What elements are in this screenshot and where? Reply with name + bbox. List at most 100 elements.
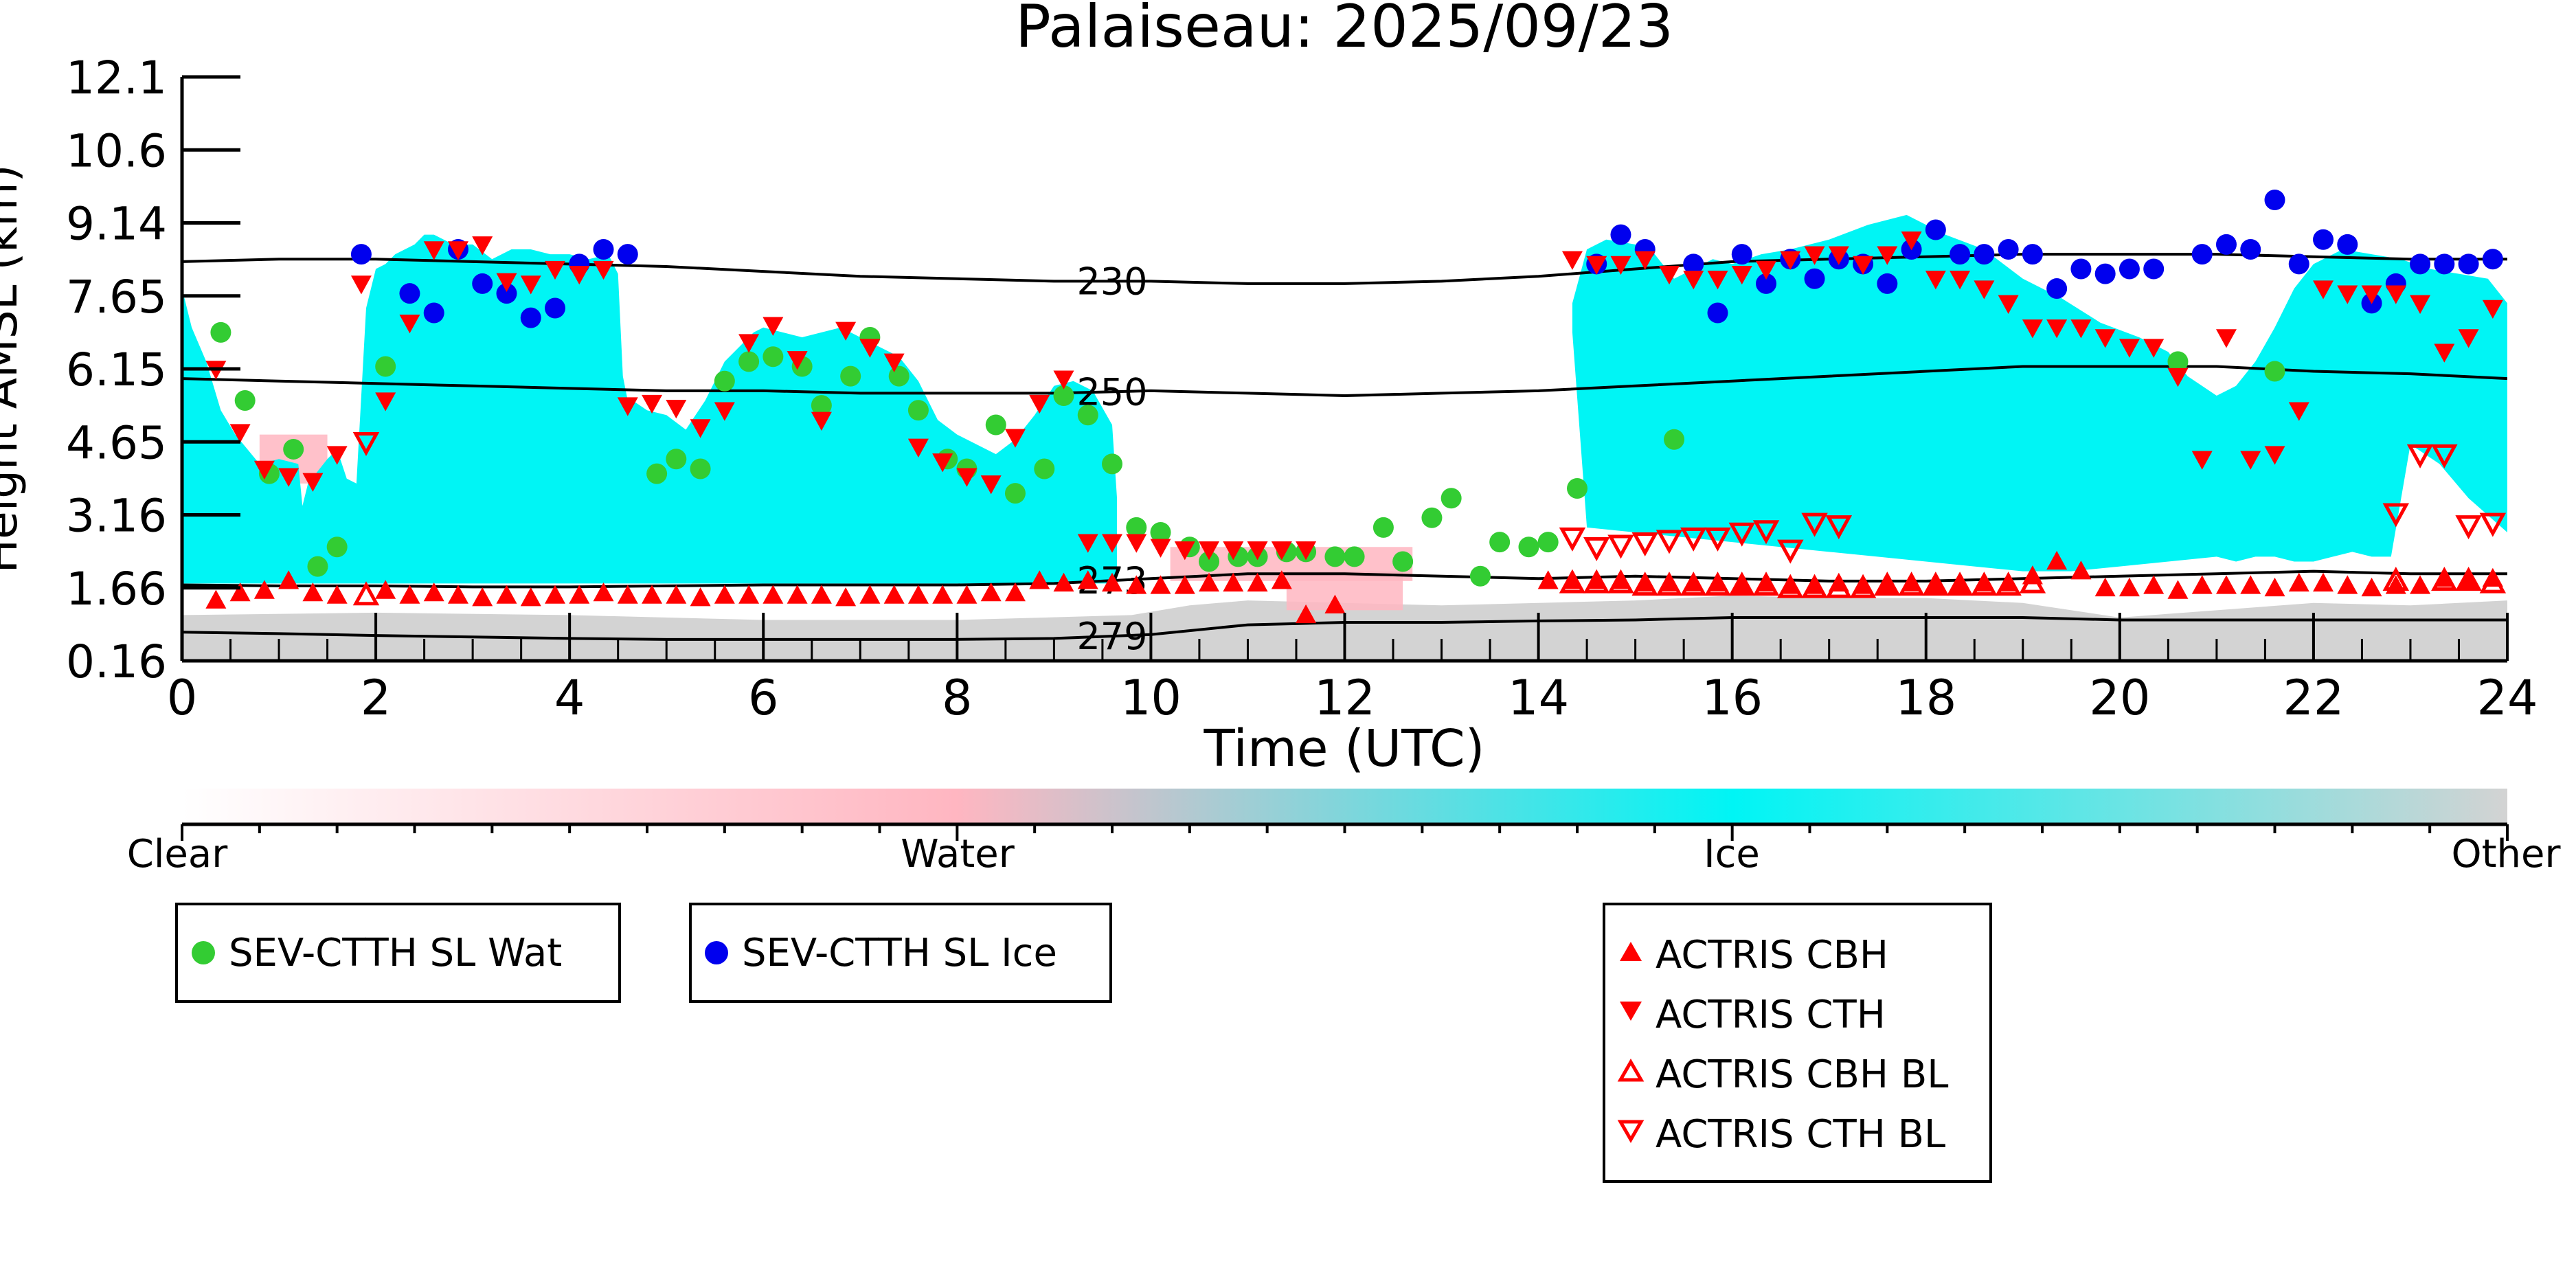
contour-line — [182, 569, 2507, 589]
marker-point — [1998, 239, 2019, 260]
marker-point — [1559, 527, 1586, 552]
marker-point — [1126, 534, 1147, 553]
marker-point — [1053, 370, 1074, 389]
marker-point — [1874, 572, 1901, 596]
marker-point — [2022, 244, 2043, 265]
marker-point — [1029, 570, 1050, 589]
marker-point — [2240, 575, 2261, 594]
marker-point — [545, 260, 566, 280]
marker-point — [642, 394, 663, 414]
marker-point — [2119, 258, 2140, 280]
marker-point — [205, 589, 227, 609]
marker-point — [907, 438, 929, 457]
marker-point — [350, 244, 372, 265]
marker-point — [1877, 575, 1898, 594]
marker-point — [253, 460, 275, 480]
marker-point — [399, 283, 420, 304]
marker-point — [2191, 451, 2213, 470]
marker-point — [352, 581, 380, 606]
marker-point — [907, 400, 929, 421]
marker-point — [1053, 385, 1074, 406]
marker-point — [1607, 534, 1634, 559]
marker-point — [859, 585, 881, 604]
ice-region — [1572, 214, 2507, 572]
marker-point — [1704, 572, 1731, 596]
marker-point — [1247, 541, 1268, 561]
marker-point — [1680, 527, 1707, 552]
marker-point — [642, 585, 663, 604]
legend-box — [1603, 903, 1992, 1183]
marker-point — [2434, 253, 2455, 275]
marker-point — [762, 346, 784, 368]
marker-point — [496, 273, 517, 292]
marker-point — [1421, 507, 1443, 528]
marker-point — [1998, 295, 2019, 314]
marker-point — [1324, 594, 1346, 613]
marker-point — [1950, 244, 1971, 265]
temperature-contours: 230250273279 — [182, 253, 2507, 658]
marker-point — [646, 463, 668, 484]
marker-point — [1077, 405, 1098, 426]
marker-point — [545, 585, 566, 604]
x-tick-label: 0 — [167, 670, 198, 726]
marker-point — [1150, 575, 1171, 594]
marker-point — [1199, 572, 1220, 592]
marker-point — [375, 392, 396, 411]
legend-marker-cbh-bl — [1617, 1058, 1645, 1082]
marker-point — [835, 587, 857, 607]
marker-point — [1974, 280, 1995, 300]
marker-point — [1126, 517, 1147, 538]
marker-point — [229, 582, 251, 602]
marker-point — [326, 585, 348, 604]
marker-point — [1102, 572, 1122, 592]
marker-point — [1950, 575, 1971, 594]
marker-point — [1801, 512, 1828, 537]
contour-line — [182, 365, 2507, 397]
marker-point — [1752, 572, 1780, 596]
marker-point — [520, 587, 541, 607]
marker-point — [283, 438, 304, 460]
marker-point — [2167, 351, 2189, 372]
marker-point — [2455, 515, 2482, 540]
marker-point — [1804, 268, 1825, 289]
x-tick-label: 14 — [1508, 670, 1569, 726]
marker-point — [1561, 251, 1583, 270]
marker-point — [2361, 577, 2382, 597]
marker-point — [2382, 567, 2410, 591]
marker-point — [2240, 451, 2261, 470]
marker-point — [2143, 339, 2165, 358]
marker-point — [1634, 251, 1656, 270]
y-tick-label: 6.15 — [66, 343, 167, 396]
marker-point — [690, 587, 711, 607]
marker-point — [1731, 265, 1752, 285]
y-tick-label: 10.6 — [66, 124, 167, 177]
marker-point — [859, 339, 881, 358]
marker-point — [2094, 263, 2116, 284]
x-tick-label: 22 — [2283, 670, 2344, 726]
marker-point — [762, 585, 784, 604]
marker-point — [811, 395, 832, 416]
x-tick-label: 8 — [942, 670, 973, 726]
marker-point — [932, 585, 953, 604]
marker-point — [307, 556, 328, 577]
marker-point — [1658, 265, 1680, 285]
marker-point — [472, 273, 493, 294]
marker-point — [1029, 394, 1050, 414]
marker-point — [1946, 572, 1974, 596]
marker-point — [1728, 522, 1755, 547]
marker-point — [1656, 572, 1683, 596]
marker-point — [617, 397, 638, 416]
legend-marker-sev-wat — [192, 941, 215, 964]
y-tick-label: 7.65 — [66, 271, 167, 324]
marker-point — [2094, 577, 2116, 597]
marker-point — [1901, 231, 1922, 251]
marker-point — [1150, 522, 1171, 543]
marker-point — [1583, 537, 1610, 562]
marker-point — [1518, 536, 1539, 558]
x-tick-label: 24 — [2476, 670, 2538, 726]
marker-point — [1610, 256, 1631, 275]
marker-point — [690, 458, 711, 479]
marker-point — [253, 580, 275, 599]
marker-point — [956, 585, 978, 604]
marker-point — [1707, 271, 1728, 290]
